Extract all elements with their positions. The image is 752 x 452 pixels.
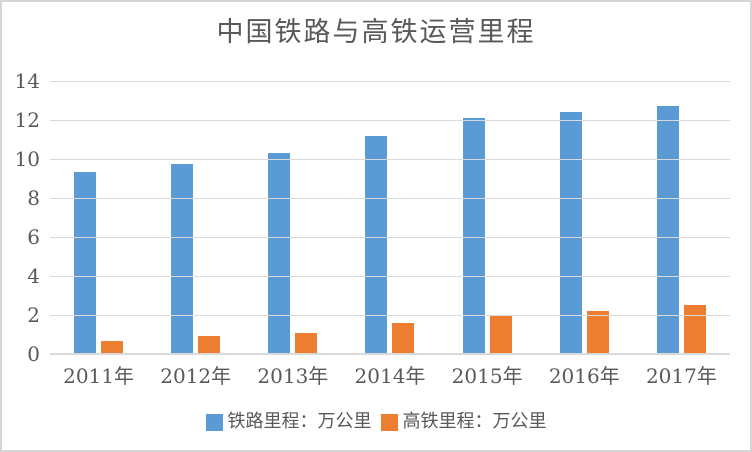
bar-铁路里程：万公里-2017年 (656, 106, 679, 354)
gridline (50, 236, 730, 238)
x-axis-label: 2014年 (354, 364, 426, 388)
bar-铁路里程：万公里-2014年 (365, 136, 388, 354)
x-axis-label: 2012年 (160, 364, 232, 388)
x-axis-label: 2013年 (257, 364, 329, 388)
gridline (50, 275, 730, 277)
x-axis-label: 2015年 (451, 364, 523, 388)
bar-group-2016年 (536, 81, 633, 354)
bar-铁路里程：万公里-2012年 (171, 163, 194, 354)
bar-group-2014年 (341, 81, 438, 354)
chart-title: 中国铁路与高铁运营里程 (216, 17, 536, 48)
bar-铁路里程：万公里-2016年 (559, 112, 582, 354)
y-tick-label: 8 (27, 186, 40, 210)
x-axis-labels: 2011年 2012年 2013年 2014年 2015年 2016年 2017年 (50, 354, 730, 387)
bar-group-2012年 (147, 81, 244, 354)
bar-高铁里程：万公里-2011年 (101, 341, 124, 354)
y-tick-label: 0 (27, 342, 40, 366)
bar-高铁里程：万公里-2014年 (392, 322, 415, 354)
gridline (50, 80, 730, 82)
x-axis-label: 2011年 (63, 364, 135, 388)
bar-高铁里程：万公里-2017年 (683, 305, 706, 354)
bar-高铁里程：万公里-2013年 (295, 332, 318, 354)
legend-item: 铁路里程：万公里 (205, 411, 372, 433)
y-tick-label: 12 (14, 108, 40, 132)
gridline (50, 197, 730, 199)
gridline (50, 314, 730, 316)
legend-label: 铁路里程：万公里 (227, 411, 372, 432)
x-axis-line (50, 353, 730, 355)
y-tick-label: 2 (27, 303, 40, 327)
legend-swatch-icon (205, 413, 223, 431)
plot-area: 0 2 4 6 8 10 12 14 (15, 69, 730, 366)
legend-label: 高铁里程：万公里 (402, 411, 547, 432)
bar-铁路里程：万公里-2013年 (268, 152, 291, 354)
y-tick-label: 6 (27, 225, 40, 249)
legend-item: 高铁里程：万公里 (380, 411, 547, 433)
bar-group-2017年 (633, 81, 730, 354)
bar-铁路里程：万公里-2015年 (462, 118, 485, 354)
bar-groups (50, 81, 730, 354)
bar-group-2011年 (50, 81, 147, 354)
bar-group-2015年 (439, 81, 536, 354)
bar-group-2013年 (244, 81, 341, 354)
gridline (50, 119, 730, 121)
bar-高铁里程：万公里-2012年 (198, 335, 221, 354)
bar-高铁里程：万公里-2015年 (489, 315, 512, 354)
legend: 铁路里程：万公里 高铁里程：万公里 (2, 411, 750, 433)
x-axis-label: 2016年 (548, 364, 620, 388)
y-tick-label: 14 (14, 69, 40, 93)
bar-高铁里程：万公里-2016年 (586, 311, 609, 354)
x-axis-label: 2017年 (645, 364, 717, 388)
bar-铁路里程：万公里-2011年 (74, 172, 97, 354)
y-tick-label: 4 (27, 264, 40, 288)
gridline (50, 158, 730, 160)
y-tick-label: 10 (14, 147, 40, 171)
legend-swatch-icon (380, 413, 398, 431)
